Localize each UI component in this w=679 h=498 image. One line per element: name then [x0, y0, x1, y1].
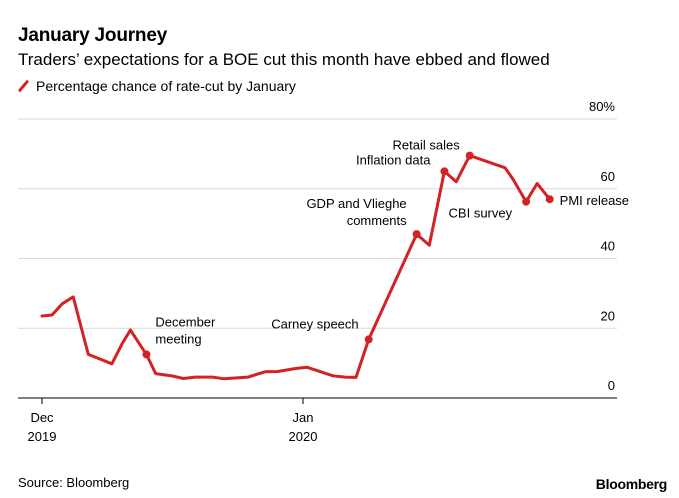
- annotation-label: PMI release: [560, 193, 629, 208]
- annotation-label: GDP and Vlieghe: [306, 196, 406, 211]
- x-tick-label: Dec: [30, 410, 54, 425]
- event-marker: [465, 151, 474, 160]
- annotation-label: Carney speech: [271, 316, 358, 331]
- event-marker: [522, 197, 531, 206]
- event-marker: [364, 335, 373, 344]
- y-tick-label: 20: [601, 308, 615, 323]
- y-tick-label: 80%: [589, 99, 615, 114]
- event-marker: [142, 350, 151, 359]
- event-marker: [545, 195, 554, 204]
- event-marker: [440, 167, 449, 176]
- annotation-label: meeting: [155, 331, 201, 346]
- series-line: [40, 154, 552, 381]
- y-tick-label: 60: [601, 169, 615, 184]
- legend-label: Percentage chance of rate-cut by January: [36, 78, 296, 94]
- x-tick-label: 2020: [289, 429, 318, 444]
- annotation-label: comments: [347, 213, 407, 228]
- annotation-label: December: [155, 314, 216, 329]
- bloomberg-logo: Bloomberg: [595, 476, 668, 492]
- y-tick-label: 0: [608, 378, 615, 393]
- legend: Percentage chance of rate-cut by January: [18, 78, 296, 94]
- chart-subtitle: Traders’ expectations for a BOE cut this…: [18, 50, 550, 69]
- y-tick-label: 40: [601, 239, 615, 254]
- annotation-label: Inflation data: [356, 152, 431, 167]
- source-note: Source: Bloomberg: [18, 475, 130, 490]
- x-tick-label: Jan: [293, 410, 314, 425]
- event-marker: [412, 230, 421, 239]
- annotation-label: Retail sales: [393, 138, 461, 153]
- annotation-label: CBI survey: [449, 206, 513, 221]
- x-tick-label: 2019: [28, 429, 57, 444]
- chart-title: January Journey: [18, 25, 168, 46]
